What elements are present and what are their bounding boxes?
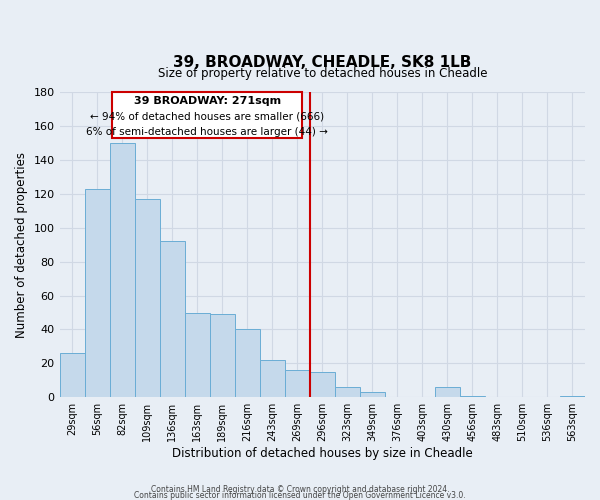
Bar bbox=[310, 372, 335, 398]
Bar bbox=[110, 143, 134, 398]
Bar bbox=[235, 330, 260, 398]
Text: 39 BROADWAY: 271sqm: 39 BROADWAY: 271sqm bbox=[134, 96, 281, 106]
Text: Contains public sector information licensed under the Open Government Licence v3: Contains public sector information licen… bbox=[134, 490, 466, 500]
Bar bbox=[460, 396, 485, 398]
Bar bbox=[209, 314, 235, 398]
Text: Size of property relative to detached houses in Cheadle: Size of property relative to detached ho… bbox=[158, 67, 487, 80]
Y-axis label: Number of detached properties: Number of detached properties bbox=[15, 152, 28, 338]
X-axis label: Distribution of detached houses by size in Cheadle: Distribution of detached houses by size … bbox=[172, 447, 473, 460]
Bar bbox=[260, 360, 285, 398]
FancyBboxPatch shape bbox=[112, 92, 302, 138]
Bar bbox=[59, 353, 85, 398]
Text: Contains HM Land Registry data © Crown copyright and database right 2024.: Contains HM Land Registry data © Crown c… bbox=[151, 484, 449, 494]
Bar bbox=[185, 312, 209, 398]
Title: 39, BROADWAY, CHEADLE, SK8 1LB: 39, BROADWAY, CHEADLE, SK8 1LB bbox=[173, 55, 472, 70]
Bar bbox=[285, 370, 310, 398]
Bar bbox=[160, 242, 185, 398]
Bar bbox=[435, 387, 460, 398]
Bar bbox=[85, 188, 110, 398]
Bar bbox=[560, 396, 585, 398]
Text: ← 94% of detached houses are smaller (666): ← 94% of detached houses are smaller (66… bbox=[90, 112, 324, 122]
Bar bbox=[360, 392, 385, 398]
Bar bbox=[134, 199, 160, 398]
Bar bbox=[335, 387, 360, 398]
Text: 6% of semi-detached houses are larger (44) →: 6% of semi-detached houses are larger (4… bbox=[86, 127, 328, 137]
